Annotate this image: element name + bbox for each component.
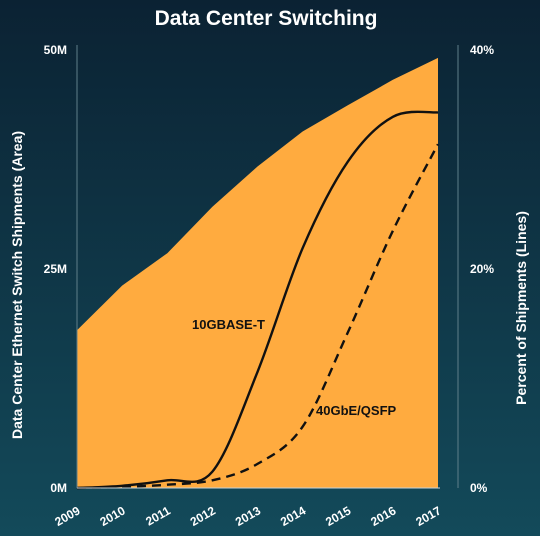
left-axis-ticks: 0M 25M 50M <box>44 43 67 495</box>
shipments-area <box>77 57 438 489</box>
line-40gbe-qsfp <box>76 143 440 490</box>
right-axis-label: Percent of Shipments (Lines) <box>513 211 529 405</box>
right-tick-label: 20% <box>470 262 494 276</box>
series-label-10gbase-t: 10GBASE-T <box>192 317 265 332</box>
left-tick-label: 25M <box>44 262 67 276</box>
plot-area <box>76 57 440 490</box>
left-tick-label: 50M <box>44 43 67 57</box>
left-tick-label: 0M <box>50 481 67 495</box>
right-tick-label: 0% <box>470 481 488 495</box>
series-label-40gbe-qsfp: 40GbE/QSFP <box>316 403 397 418</box>
line-10gbase-t <box>76 110 439 490</box>
x-axis-ticks: 2009 2010 2011 2012 2013 2014 2015 2016 2017 <box>52 503 443 529</box>
left-axis-label: Data Center Ethernet Switch Shipments (A… <box>9 131 25 439</box>
right-tick-label: 40% <box>470 43 494 57</box>
chart-title: Data Center Switching <box>155 7 378 30</box>
right-axis-ticks: 0% 20% 40% <box>470 43 494 495</box>
